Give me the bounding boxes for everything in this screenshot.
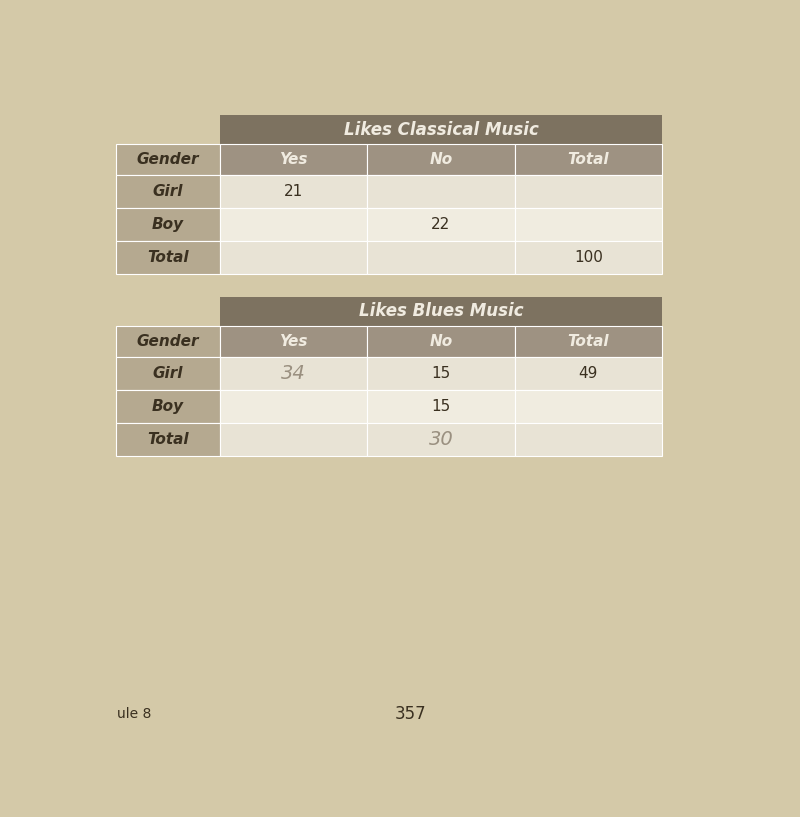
Bar <box>367 145 514 175</box>
Bar <box>367 423 514 456</box>
Bar <box>220 297 662 326</box>
Bar <box>514 175 662 208</box>
Text: 22: 22 <box>431 217 450 232</box>
Bar <box>220 115 662 145</box>
Bar <box>220 326 367 357</box>
Text: 30: 30 <box>429 430 454 449</box>
Bar <box>514 145 662 175</box>
Bar <box>220 390 367 423</box>
Bar <box>115 423 220 456</box>
Bar <box>220 357 367 390</box>
Bar <box>115 175 220 208</box>
Bar <box>115 390 220 423</box>
Text: No: No <box>430 334 453 349</box>
Text: Total: Total <box>147 432 189 447</box>
Bar <box>514 357 662 390</box>
Text: 15: 15 <box>431 366 450 381</box>
Text: Likes Classical Music: Likes Classical Music <box>343 121 538 139</box>
Bar <box>115 326 220 357</box>
Text: Total: Total <box>567 152 609 167</box>
Text: Likes Blues Music: Likes Blues Music <box>358 302 523 320</box>
Text: Total: Total <box>147 250 189 266</box>
Text: Boy: Boy <box>152 399 184 414</box>
Bar <box>367 241 514 275</box>
Text: ule 8: ule 8 <box>117 707 151 721</box>
Text: Girl: Girl <box>153 366 183 381</box>
Text: 34: 34 <box>282 364 306 383</box>
Bar <box>220 175 367 208</box>
Bar <box>514 208 662 241</box>
Bar <box>220 145 367 175</box>
Text: Gender: Gender <box>137 334 199 349</box>
Text: Total: Total <box>567 334 609 349</box>
Bar <box>367 208 514 241</box>
Text: 357: 357 <box>394 705 426 723</box>
Text: 15: 15 <box>431 399 450 414</box>
Bar <box>367 175 514 208</box>
Text: No: No <box>430 152 453 167</box>
Text: Yes: Yes <box>279 152 308 167</box>
Text: Gender: Gender <box>137 152 199 167</box>
Bar <box>115 208 220 241</box>
Bar <box>115 241 220 275</box>
Bar <box>514 241 662 275</box>
Bar <box>220 241 367 275</box>
Text: 21: 21 <box>284 184 303 199</box>
Bar <box>367 390 514 423</box>
Text: Boy: Boy <box>152 217 184 232</box>
Bar <box>514 326 662 357</box>
Text: 100: 100 <box>574 250 602 266</box>
Bar <box>115 145 220 175</box>
Bar <box>220 423 367 456</box>
Bar <box>367 326 514 357</box>
Bar <box>514 390 662 423</box>
Bar <box>115 357 220 390</box>
Bar <box>220 208 367 241</box>
Bar <box>367 357 514 390</box>
Text: 49: 49 <box>578 366 598 381</box>
Bar <box>514 423 662 456</box>
Text: Yes: Yes <box>279 334 308 349</box>
Text: Girl: Girl <box>153 184 183 199</box>
